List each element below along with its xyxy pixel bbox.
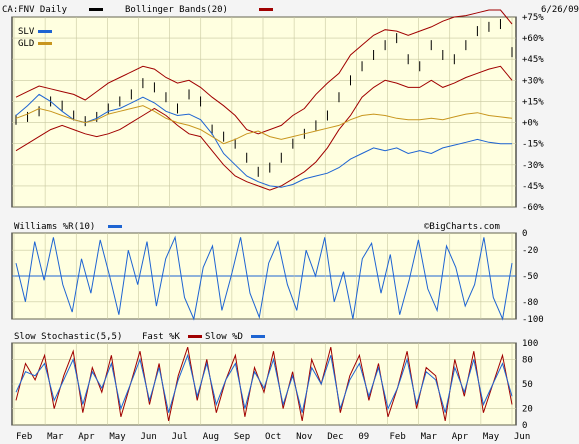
- x-tick-label: Jun: [141, 432, 157, 442]
- y-tick-label: -100: [522, 315, 544, 325]
- y-tick-label: 100: [522, 339, 538, 349]
- x-tick-label: Dec: [327, 432, 343, 442]
- series-line-fast-k: [15, 346, 513, 422]
- x-tick-label: Aug: [203, 432, 219, 442]
- x-tick-label: 09: [358, 432, 369, 442]
- x-tick-label: Sep: [234, 432, 250, 442]
- slv-legend-swatch: [38, 30, 52, 33]
- price-title: CA:FNV Daily: [2, 5, 68, 15]
- x-tick-label: Apr: [78, 432, 95, 442]
- x-tick-label: Feb: [390, 432, 406, 442]
- bollinger-legend-swatch: [259, 8, 273, 11]
- williams-gridlines: [12, 232, 516, 320]
- y-tick-label: -45%: [522, 182, 544, 192]
- series-line-slow-d: [15, 353, 513, 413]
- x-tick-label: Apr: [452, 432, 469, 442]
- stochastic-y-axis-ticks: 100 80 50 20 0: [522, 339, 538, 431]
- price-series-group: [15, 9, 513, 191]
- y-tick-label: +60%: [522, 34, 544, 44]
- x-tick-label: Feb: [16, 432, 32, 442]
- x-axis-ticks: Feb Mar Apr May Jun Jul Aug Sep Oct Nov Dec 09 Feb Ma…: [16, 432, 530, 442]
- series-line-slv: [15, 93, 512, 188]
- y-tick-label: -20: [522, 246, 538, 256]
- y-tick-label: +75%: [522, 13, 544, 23]
- y-tick-label: 20: [522, 405, 533, 415]
- y-tick-label: 80: [522, 355, 533, 365]
- series-line-bollinger-lower: [15, 65, 513, 191]
- price-legend-swatch: [89, 8, 103, 11]
- price-y-axis-ticks: +75% +60% +45% +30% +15% +0% -15% -30% -45% -60%: [522, 13, 544, 213]
- fastk-legend-label: Fast %K: [142, 332, 181, 342]
- y-tick-label: -80: [522, 298, 538, 308]
- y-tick-label: 0: [522, 421, 527, 431]
- y-tick-label: 0: [522, 229, 527, 239]
- x-tick-label: Mar: [421, 432, 438, 442]
- series-line-bollinger-upper: [15, 9, 513, 135]
- gld-legend-label: GLD: [18, 39, 34, 49]
- y-tick-label: +30%: [522, 76, 544, 86]
- x-tick-label: May: [109, 432, 126, 442]
- williams-y-axis-ticks: 0 -20 -50 -80 -100: [522, 229, 544, 325]
- slv-legend-label: SLV: [18, 27, 35, 37]
- x-tick-label: Oct: [265, 432, 281, 442]
- y-tick-label: -30%: [522, 161, 544, 171]
- chart-date: 6/26/09: [541, 5, 579, 15]
- y-tick-label: +0%: [522, 119, 539, 129]
- slowd-legend-swatch: [251, 335, 265, 338]
- fastk-legend-swatch: [188, 335, 202, 338]
- x-tick-label: Mar: [47, 432, 64, 442]
- williams-legend-swatch: [108, 225, 122, 228]
- gld-legend-swatch: [38, 42, 52, 45]
- y-tick-label: +15%: [522, 97, 544, 107]
- x-tick-label: Jul: [172, 432, 188, 442]
- y-tick-label: -50: [522, 272, 538, 282]
- y-tick-label: +45%: [522, 55, 544, 65]
- y-tick-label: 50: [522, 380, 533, 390]
- williams-series-group: [15, 235, 513, 321]
- williams-title: Williams %R(10): [14, 222, 95, 232]
- y-tick-label: -15%: [522, 140, 544, 150]
- slowd-legend-label: Slow %D: [205, 332, 243, 342]
- price-panel-bg: [11, 16, 517, 208]
- stochastic-title: Slow Stochastic(5,5): [14, 332, 122, 342]
- series-line-williams-r-10-: [15, 235, 513, 321]
- y-tick-label: -60%: [522, 203, 544, 213]
- x-tick-label: Nov: [296, 432, 312, 442]
- bollinger-legend-label: Bollinger Bands(20): [125, 5, 228, 15]
- stochastic-series-group: [15, 346, 513, 422]
- x-tick-label: Jun: [514, 432, 530, 442]
- x-tick-label: May: [483, 432, 500, 442]
- bigcharts-watermark: ©BigCharts.com: [424, 222, 500, 232]
- series-line-gld: [15, 105, 513, 145]
